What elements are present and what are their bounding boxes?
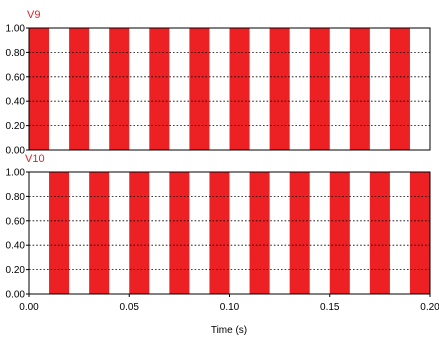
x-tick-label: 0.05: [120, 302, 140, 313]
pulse-v9-2: [69, 28, 90, 150]
y-tick-label: 0.40: [6, 97, 26, 108]
y-tick-label: 0.20: [6, 121, 26, 132]
pulse-v9-5: [189, 28, 210, 150]
pulse-v10-2: [89, 172, 110, 294]
pulse-v10-10: [409, 172, 430, 294]
pulse-v9-3: [109, 28, 130, 150]
y-tick-label: 0.80: [6, 192, 26, 203]
x-axis-label: Time (s): [211, 325, 247, 336]
y-tick-label: 0.00: [6, 146, 26, 157]
series-label-v9: V9: [27, 9, 40, 21]
chart-panel-v9: V9 0.00 0.20 0.40 0.60 0.80 1.00: [6, 9, 431, 157]
y-tick-label: 0.60: [6, 72, 26, 83]
y-tick-label: 1.00: [6, 24, 26, 35]
y-tick-label: 0.80: [6, 48, 26, 59]
pulse-v10-3: [129, 172, 150, 294]
pulse-v10-6: [249, 172, 270, 294]
pulse-v9-9: [349, 28, 370, 150]
y-tick-label: 0.40: [6, 241, 26, 252]
x-tick-label: 0.10: [220, 302, 240, 313]
pulse-v9-10: [389, 28, 410, 150]
y-tick-label: 1.00: [6, 168, 26, 179]
y-tick-label: 0.00: [6, 290, 26, 301]
y-tick-label: 0.20: [6, 265, 26, 276]
pulse-v9-4: [149, 28, 170, 150]
pulse-v9-8: [309, 28, 330, 150]
pulse-v10-8: [329, 172, 350, 294]
pulse-v10-1: [49, 172, 70, 294]
y-tick-label: 0.60: [6, 216, 26, 227]
pulse-v10-7: [289, 172, 310, 294]
pulse-v9-6: [229, 28, 250, 150]
x-tick-label: 0.00: [19, 302, 39, 313]
x-tick-label: 0.15: [320, 302, 340, 313]
pulse-v9-1: [29, 28, 50, 150]
plot-frame: [28, 27, 431, 151]
pulse-v10-5: [209, 172, 230, 294]
chart-panel-v10: V10 0.00 0.20 0.40 0.60 0.80 1.00 0.00 0.05 0.10 0…: [6, 153, 439, 313]
series-label-v10: V10: [25, 153, 45, 165]
pulse-v10-4: [169, 172, 190, 294]
pulse-v9-7: [269, 28, 290, 150]
x-tick-label: 0.20: [420, 302, 439, 313]
pulse-v10-9: [369, 172, 390, 294]
